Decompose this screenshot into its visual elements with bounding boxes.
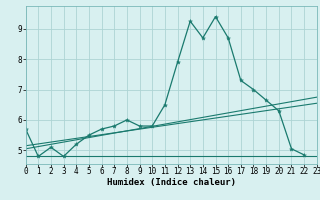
X-axis label: Humidex (Indice chaleur): Humidex (Indice chaleur)	[107, 178, 236, 187]
